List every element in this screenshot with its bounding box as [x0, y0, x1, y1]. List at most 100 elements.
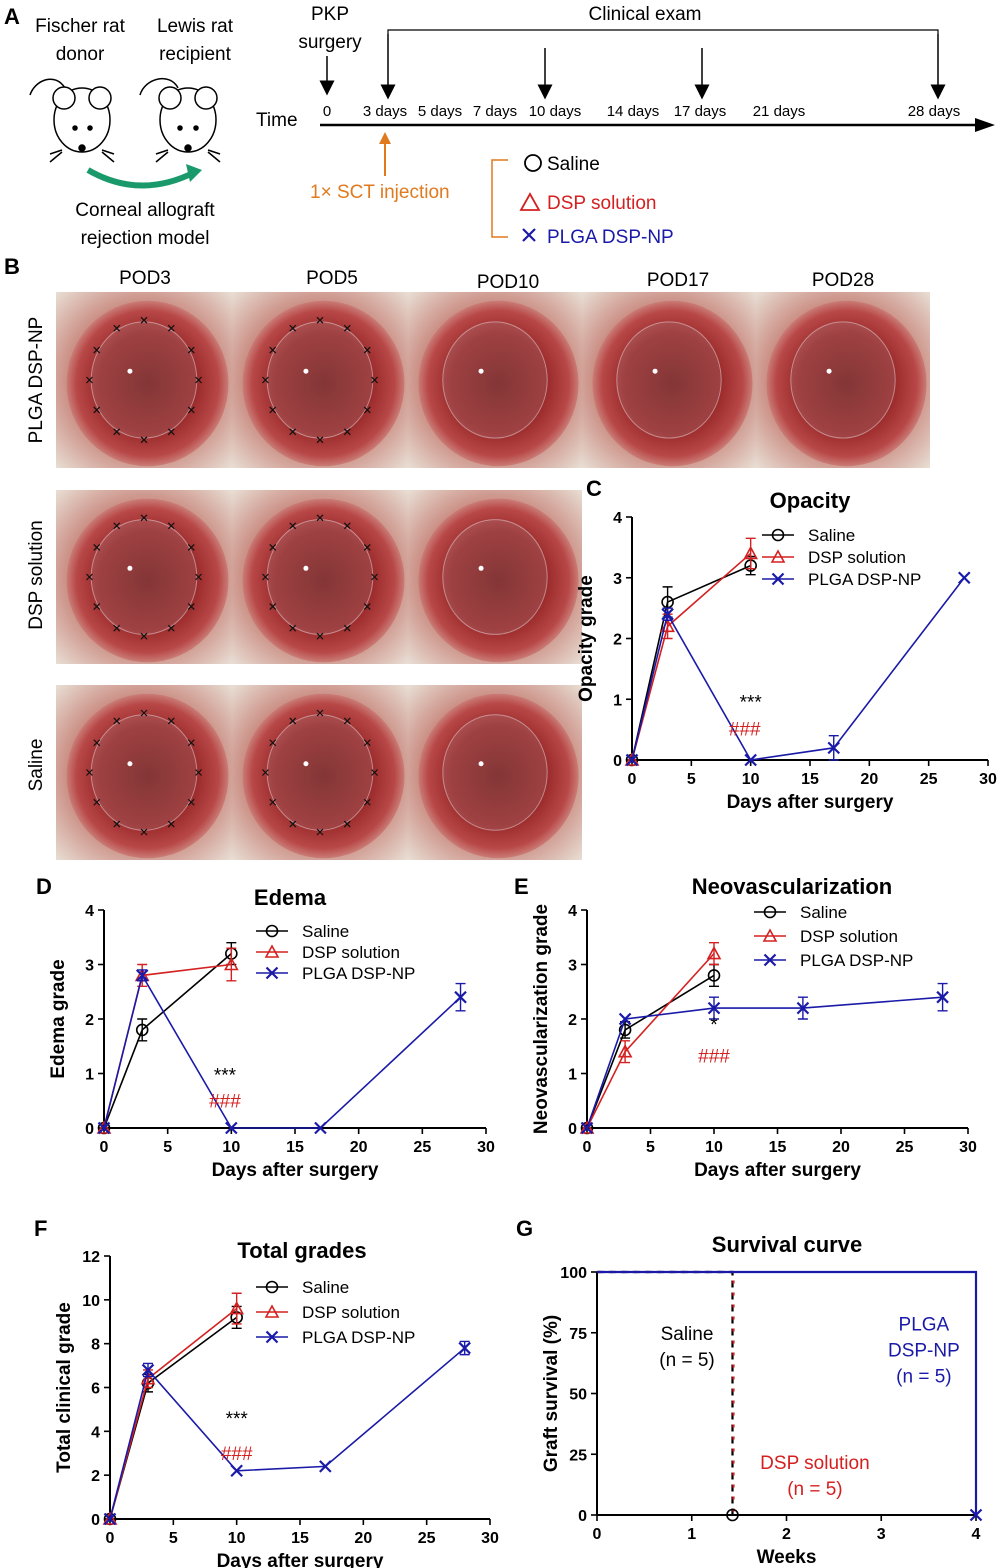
chart-title: Survival curve: [712, 1232, 862, 1257]
cornea-graft: [266, 714, 374, 831]
data-point: [936, 990, 949, 1004]
data-point: [265, 1330, 279, 1344]
suture-mark: [93, 406, 101, 414]
x-tick-label: 0: [106, 1530, 115, 1547]
y-tick-label: 100: [560, 1265, 587, 1282]
transplant-arrow-icon: [86, 167, 197, 189]
y-axis-label: Edema grade: [48, 959, 69, 1078]
suture-mark: [269, 346, 277, 354]
suture-mark: [187, 543, 195, 551]
x-tick-label: 0: [628, 771, 637, 788]
suture-mark: [167, 522, 175, 530]
group-label-saline: Saline: [547, 154, 600, 175]
suture-mark: [371, 376, 378, 384]
suture-mark: [363, 798, 371, 806]
suture-mark: [316, 316, 324, 324]
data-point: [625, 753, 639, 767]
data-point: [771, 528, 785, 542]
chart-c: Opacity 0 5 10 15 20 25 30 0 1 2 3 4 Days after surge…: [576, 488, 997, 813]
donor-label-1: Fischer rat: [35, 16, 125, 37]
chart-title: Neovascularization: [692, 874, 893, 899]
significance-annotation: ###: [698, 1047, 730, 1068]
suture-mark: [93, 739, 101, 747]
light-reflection: [478, 565, 484, 571]
data-point: [661, 607, 674, 621]
eye-photo: [408, 685, 582, 860]
panel-letter-e: E: [514, 874, 529, 899]
suture-mark: [195, 573, 202, 581]
data-point: [96, 1120, 112, 1134]
y-tick-label: 50: [569, 1387, 587, 1404]
suture-mark: [86, 573, 93, 581]
data-point: [230, 1464, 243, 1478]
data-point: [771, 572, 785, 586]
suture-mark: [167, 428, 175, 436]
series-line: [586, 953, 715, 1129]
data-point: [264, 944, 280, 958]
x-tick-label: 10: [228, 1530, 246, 1547]
data-point: [223, 956, 239, 971]
data-point: [265, 924, 279, 938]
y-axis-label: Neovascularization grade: [531, 904, 552, 1134]
timeline-tick: 10 days: [529, 103, 582, 120]
eye-globe: [418, 693, 579, 859]
x-axis-label: Days after surgery: [217, 1551, 384, 1568]
photo-col-pod3: POD3: [119, 268, 171, 289]
suture-mark: [86, 769, 93, 776]
x-tick-label: 5: [169, 1530, 178, 1547]
group-label-plga: PLGA DSP-NP: [547, 227, 674, 248]
suture-mark: [140, 709, 148, 717]
suture-mark: [269, 798, 277, 806]
suture-mark: [187, 798, 195, 806]
curve-label: PLGA: [899, 1314, 950, 1335]
y-tick-label: 2: [85, 1012, 94, 1029]
chart-g: Survival curve 0 1 2 3 4 0 25 50 75 100 Weeks Graft …: [541, 1232, 983, 1568]
significance-annotation: ###: [221, 1444, 253, 1465]
x-tick-label: 3: [877, 1526, 886, 1543]
data-point: [763, 905, 777, 919]
legend-label: Saline: [808, 526, 855, 545]
x-tick-label: 10: [222, 1139, 240, 1156]
timeline-tick: 3 days: [363, 103, 407, 120]
panel-letter-c: C: [586, 476, 602, 501]
panel-a: A Fischer rat donor Lewis rat recipient: [4, 4, 995, 249]
injection-label: 1× SCT injection: [310, 182, 450, 203]
y-tick-label: 10: [82, 1293, 100, 1310]
panel-b: B POD3 POD5 POD10 POD17 POD28 PLGA DSP-N…: [4, 254, 930, 860]
x-tick-label: 15: [801, 771, 819, 788]
x-tick-label: 20: [832, 1139, 850, 1156]
x-tick-label: 30: [979, 771, 997, 788]
series-line: [597, 1270, 734, 1515]
x-tick-label: 5: [687, 771, 696, 788]
photo-col-pod10: POD10: [477, 272, 539, 293]
error-bar: [709, 963, 719, 987]
legend-label: Saline: [302, 922, 349, 941]
data-point: [458, 1341, 471, 1355]
significance-annotation: ###: [209, 1091, 241, 1112]
eye-photo: [56, 292, 232, 468]
suture-mark: [187, 406, 195, 414]
y-tick-label: 12: [82, 1249, 100, 1266]
panel-letter-g: G: [516, 1216, 533, 1241]
suture-mark: [262, 769, 269, 776]
y-tick-label: 0: [91, 1512, 100, 1529]
light-reflection: [127, 565, 133, 571]
curve-label: (n = 5): [659, 1350, 714, 1371]
series-line: [586, 996, 943, 1129]
group-label-dsp: DSP solution: [547, 193, 657, 214]
suture-mark: [269, 406, 277, 414]
eye-photo: [756, 292, 930, 468]
x-tick-label: 25: [896, 1139, 914, 1156]
eye-globe: [242, 693, 405, 859]
suture-mark: [113, 624, 121, 632]
suture-mark: [113, 428, 121, 436]
cornea-graft: [790, 321, 896, 439]
suture-mark: [140, 632, 148, 640]
y-axis-label: Graft survival (%): [541, 1315, 562, 1472]
timeline-ticks: 0 3 days 5 days 7 days 10 days 14 days 1…: [323, 103, 960, 120]
suture-mark: [289, 624, 297, 632]
timeline-tick: 28 days: [908, 103, 961, 120]
error-bar: [226, 947, 237, 982]
x-tick-label: 0: [593, 1526, 602, 1543]
suture-mark: [289, 324, 297, 332]
